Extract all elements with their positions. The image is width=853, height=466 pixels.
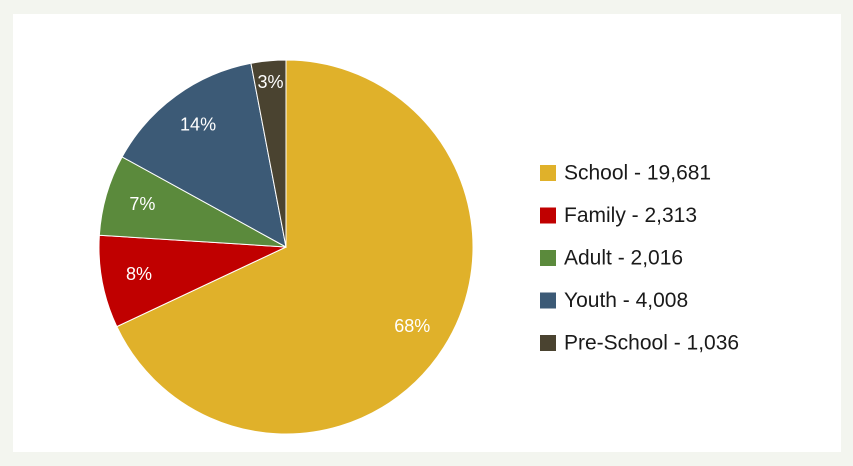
slice-label: 14% <box>180 115 216 135</box>
pie-slice <box>250 59 287 248</box>
slice-label: 7% <box>129 194 155 214</box>
pie-slice <box>116 59 474 435</box>
legend-text: Youth - 4,008 <box>564 289 688 312</box>
legend-text: Pre-School - 1,036 <box>564 332 739 355</box>
legend-swatch <box>540 165 556 181</box>
legend-swatch <box>540 292 556 309</box>
legend-text: School - 19,681 <box>564 162 711 185</box>
pie-slice <box>98 234 287 328</box>
legend-text: Adult - 2,016 <box>564 247 683 270</box>
pie-slice <box>121 62 287 248</box>
legend-swatch <box>540 207 556 224</box>
legend-swatch <box>540 335 556 351</box>
legend-swatch <box>540 250 556 266</box>
slice-label: 8% <box>126 264 152 284</box>
legend-text: Family - 2,313 <box>564 204 697 227</box>
slice-label: 68% <box>394 316 430 336</box>
slice-label: 3% <box>258 72 284 92</box>
